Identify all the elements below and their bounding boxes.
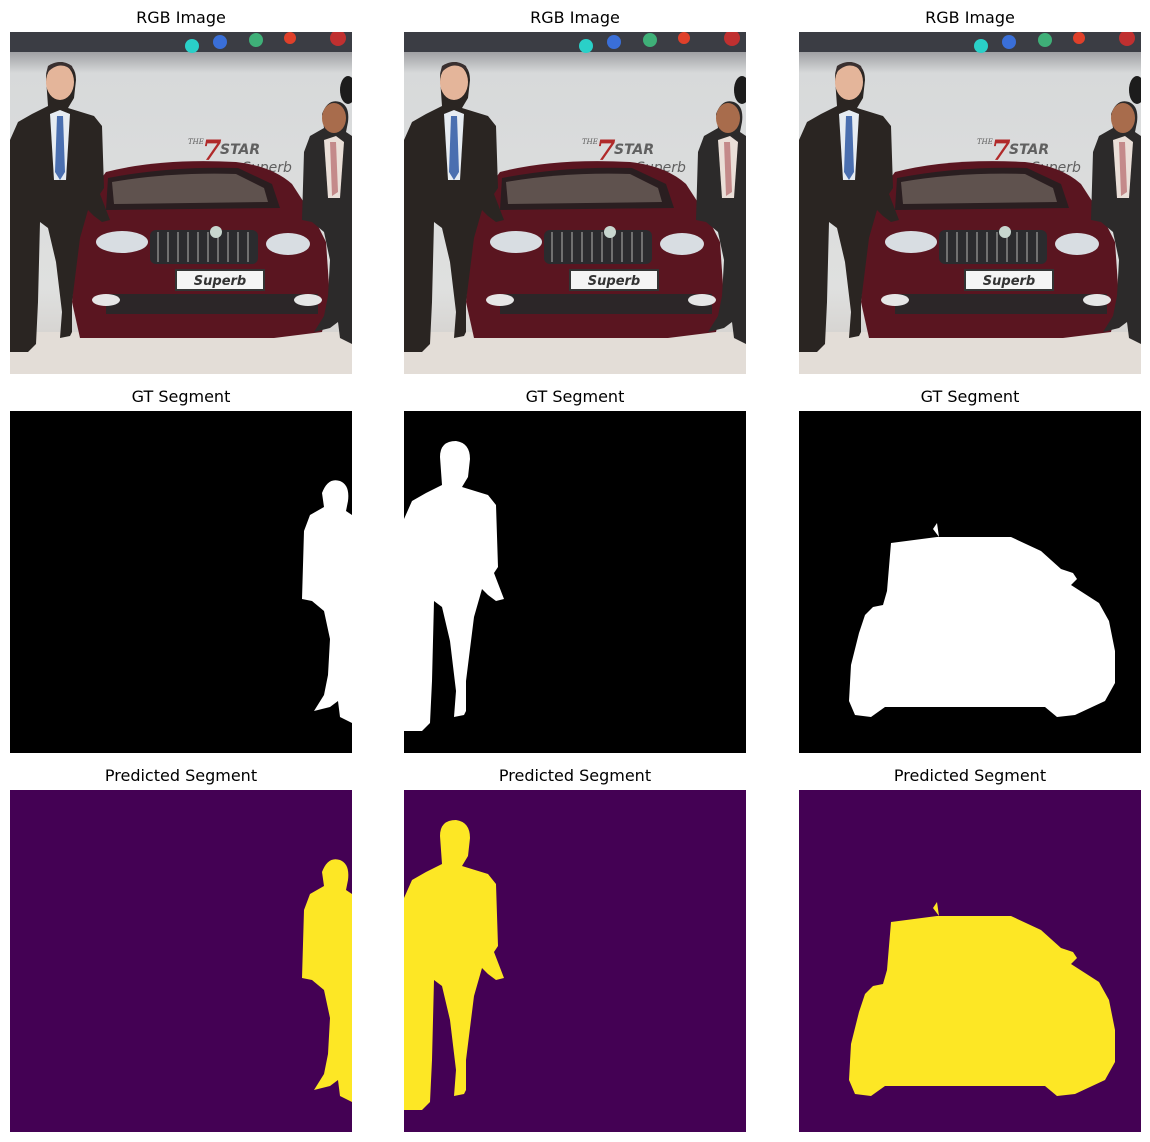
stage-light <box>579 39 593 53</box>
banner-brand-number: 7 <box>596 134 616 167</box>
stage-light <box>185 39 199 53</box>
floor <box>10 332 352 374</box>
stage-light <box>974 39 988 53</box>
gt-segment-title: GT Segment <box>920 387 1020 406</box>
right-person <box>696 101 746 344</box>
predicted-segment-title: Predicted Segment <box>498 766 652 785</box>
rgb-image-panel: THE 7 STAR Superb Superb <box>404 32 746 374</box>
rgb-image-panel: THE 7 STAR Superb Superb <box>799 32 1141 374</box>
mask-foreground-region <box>849 916 1115 1096</box>
banner-brand-number: 7 <box>991 134 1011 167</box>
stage-light <box>249 33 263 47</box>
speaker <box>340 76 352 104</box>
rgb-scene: THE 7 STAR Superb Superb <box>10 32 352 374</box>
rgb-image-title: RGB Image <box>925 8 1015 27</box>
rgb-image-title: RGB Image <box>530 8 620 27</box>
banner-brand-word: STAR <box>614 142 654 158</box>
stage-light <box>1038 33 1052 47</box>
banner-brand-top: THE <box>582 138 598 146</box>
stage-light <box>330 32 346 46</box>
floor <box>404 332 746 374</box>
stage-light <box>1119 32 1135 46</box>
license-plate-text: Superb <box>588 274 640 289</box>
mask-foreground-region <box>302 859 352 1102</box>
rgb-image-title: RGB Image <box>136 8 226 27</box>
mask-background <box>10 411 352 753</box>
predicted-segment-title: Predicted Segment <box>104 766 258 785</box>
rgb-scene: THE 7 STAR Superb Superb <box>799 32 1141 374</box>
mask-foreground-region <box>849 537 1115 717</box>
left-person <box>799 62 899 352</box>
rgb-scene: THE 7 STAR Superb Superb <box>404 32 746 374</box>
stage-light <box>284 32 296 44</box>
stage-light <box>678 32 690 44</box>
car: Superb <box>466 161 724 338</box>
left-person <box>404 62 504 352</box>
right-person <box>302 101 352 344</box>
stage-ceiling <box>10 32 352 52</box>
predicted-segment-panel-car <box>799 790 1141 1132</box>
mask-foreground-region <box>404 441 504 731</box>
banner-brand-top: THE <box>977 138 993 146</box>
floor <box>799 332 1141 374</box>
left-person <box>10 62 110 352</box>
stage-light <box>643 33 657 47</box>
gt-segment-panel-right-person <box>10 411 352 753</box>
car: Superb <box>72 161 330 338</box>
predicted-segment-panel-right-person <box>10 790 352 1132</box>
stage-ceiling <box>404 32 746 52</box>
stage-light <box>607 35 621 49</box>
stage-light <box>1002 35 1016 49</box>
license-plate-text: Superb <box>983 274 1035 289</box>
mask-foreground-region <box>302 480 352 723</box>
stage-ceiling <box>799 32 1141 52</box>
predicted-segment-title: Predicted Segment <box>893 766 1047 785</box>
mask-foreground-region <box>404 820 504 1110</box>
car: Superb <box>861 161 1119 338</box>
stage-light <box>1073 32 1085 44</box>
stage-light <box>724 32 740 46</box>
banner-brand-number: 7 <box>202 134 222 167</box>
stage-light <box>213 35 227 49</box>
banner-brand-top: THE <box>188 138 204 146</box>
gt-segment-title: GT Segment <box>131 387 231 406</box>
mask-background <box>10 790 352 1132</box>
speaker <box>734 76 746 104</box>
right-person <box>1091 101 1141 344</box>
gt-segment-panel-car <box>799 411 1141 753</box>
speaker <box>1129 76 1141 104</box>
predicted-segment-panel-left-person <box>404 790 746 1132</box>
rgb-image-panel: THE 7 STAR Superb Superb <box>10 32 352 374</box>
gt-segment-title: GT Segment <box>525 387 625 406</box>
banner-brand-word: STAR <box>1009 142 1049 158</box>
gt-segment-panel-left-person <box>404 411 746 753</box>
banner-brand-word: STAR <box>220 142 260 158</box>
license-plate-text: Superb <box>194 274 246 289</box>
